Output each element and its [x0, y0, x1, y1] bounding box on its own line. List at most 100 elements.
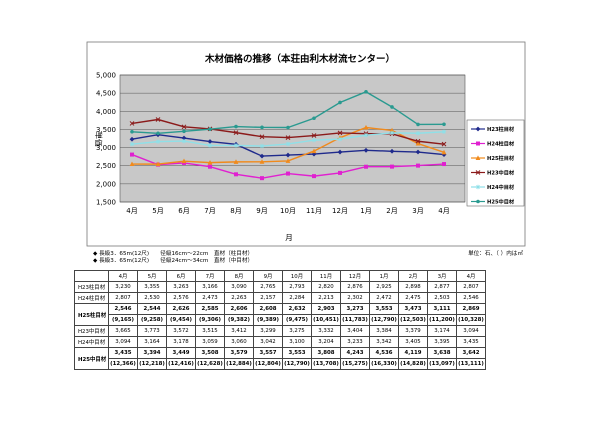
table-cell: 2,898 — [398, 281, 428, 293]
y-tick-label: 2,500 — [96, 162, 116, 170]
data-point — [285, 158, 291, 163]
table-header-cell: 3月 — [427, 270, 457, 282]
table-header-cell: 5月 — [137, 270, 167, 282]
table-cell-sub: (11,783) — [340, 314, 370, 326]
data-point — [156, 131, 160, 136]
y-tick-label: 3,500 — [96, 126, 116, 134]
row-label: H23柱目材 — [74, 281, 109, 293]
table-cell: 3,773 — [137, 325, 167, 337]
table-cell-sub: (12,790) — [369, 314, 399, 326]
table-cell-sub: (9,165) — [108, 314, 138, 326]
table-header-cell: 9月 — [253, 270, 283, 282]
x-tick-label: 3月 — [412, 207, 423, 215]
table-cell-sub: (10,328) — [456, 314, 486, 326]
table-cell-sub: (12,366) — [108, 358, 138, 370]
table-header-cell: 8月 — [224, 270, 254, 282]
data-point — [233, 159, 239, 164]
data-point — [389, 148, 395, 154]
table-cell: 4,536 — [369, 347, 399, 359]
data-point — [260, 125, 264, 130]
table-cell: 2,903 — [311, 303, 341, 315]
table-cell: 2,302 — [340, 292, 370, 304]
table-cell: 4,243 — [340, 347, 370, 359]
table-header-cell: 6月 — [166, 270, 196, 282]
table-cell: 2,503 — [427, 292, 457, 304]
data-point — [476, 141, 480, 146]
data-point — [475, 126, 481, 132]
table-cell-sub: (12,804) — [253, 358, 283, 370]
data-point — [259, 134, 265, 140]
data-point — [311, 137, 317, 143]
legend-label: H23中目材 — [487, 169, 515, 177]
note-line-1: ◆ 長級3．65m(12尺) 径級16cm～22cm 直材（柱目材） — [93, 251, 254, 257]
table-cell: 3,042 — [253, 336, 283, 348]
table-cell: 2,632 — [282, 303, 312, 315]
table-cell: 4,119 — [398, 347, 428, 359]
data-point — [475, 155, 481, 160]
table-cell-sub: (14,828) — [398, 358, 428, 370]
data-point — [441, 152, 447, 157]
data-point — [338, 100, 342, 105]
table-cell: 3,553 — [369, 303, 399, 315]
data-point — [389, 130, 395, 136]
data-point — [259, 153, 265, 159]
table-cell: 3,342 — [369, 336, 399, 348]
table-cell-sub: (12,628) — [195, 358, 225, 370]
table-cell: 3,059 — [195, 336, 225, 348]
data-point — [415, 138, 421, 144]
legend-label: H24柱目材 — [487, 140, 515, 148]
data-point — [259, 143, 265, 149]
data-point — [415, 140, 421, 146]
note-line-2: ◆ 長級3．65m(12尺) 径級24cm～34cm 直材（中目材） — [93, 258, 254, 264]
table-cell: 3,263 — [166, 281, 196, 293]
table-cell: 3,233 — [340, 336, 370, 348]
table-cell: 3,808 — [311, 347, 341, 359]
table-cell: 2,877 — [427, 281, 457, 293]
data-point — [363, 147, 369, 153]
data-point — [285, 152, 291, 158]
table-cell: 2,876 — [340, 281, 370, 293]
table-cell-sub: (12,416) — [166, 358, 196, 370]
table-cell: 2,807 — [108, 292, 138, 304]
x-tick-label: 2月 — [386, 207, 397, 215]
table-corner — [74, 270, 109, 282]
table-cell: 3,164 — [137, 336, 167, 348]
table-cell: 3,273 — [340, 303, 370, 315]
data-point — [441, 129, 447, 134]
table-cell: 3,178 — [166, 336, 196, 348]
data-point — [338, 170, 342, 175]
x-tick-label: 11月 — [306, 207, 322, 215]
y-axis-ticks: 1,500 2,000 2,500 3,000 3,500 4,000 4,500 5,000 — [96, 72, 116, 207]
table-cell-sub: (12,884) — [224, 358, 254, 370]
table-cell-sub: (12,503) — [398, 314, 428, 326]
data-point — [415, 131, 421, 136]
x-tick-label: 4月 — [126, 207, 137, 215]
chart-title: 木材価格の推移（本荘由利木材流センター） — [204, 53, 395, 65]
data-point — [129, 121, 135, 126]
table-row: H23柱目材 3,230 3,355 3,263 3,166 3,090 2,765 2,79… — [74, 281, 486, 293]
table-cell-sub: (11,200) — [427, 314, 457, 326]
data-point — [234, 172, 238, 177]
table-cell-sub: (10,451) — [311, 314, 341, 326]
data-point — [286, 125, 290, 130]
data-point — [233, 143, 239, 148]
price-chart: 木材価格の推移（本荘由利木材流センター） 1,500 2,000 2,500 3,00… — [86, 41, 526, 247]
legend-label: H25柱目材 — [487, 154, 515, 162]
gridlines — [120, 74, 465, 203]
table-cell: 3,384 — [369, 325, 399, 337]
table-cell: 2,765 — [253, 281, 283, 293]
table-cell: 3,508 — [195, 347, 225, 359]
data-point — [363, 124, 369, 130]
x-axis-label: 月 — [285, 233, 293, 242]
table-cell: 3,515 — [195, 325, 225, 337]
data-point — [181, 135, 187, 141]
table-cell: 2,284 — [282, 292, 312, 304]
table-header-cell: 10月 — [282, 270, 312, 282]
table-cell-sub: (9,454) — [166, 314, 196, 326]
table-cell: 2,606 — [224, 303, 254, 315]
table-cell: 2,576 — [166, 292, 196, 304]
data-point — [181, 124, 187, 130]
table-cell: 2,473 — [195, 292, 225, 304]
table-body: H23柱目材 3,230 3,355 3,263 3,166 3,090 2,765 2,79… — [74, 281, 486, 370]
x-tick-label: 6月 — [178, 207, 189, 215]
